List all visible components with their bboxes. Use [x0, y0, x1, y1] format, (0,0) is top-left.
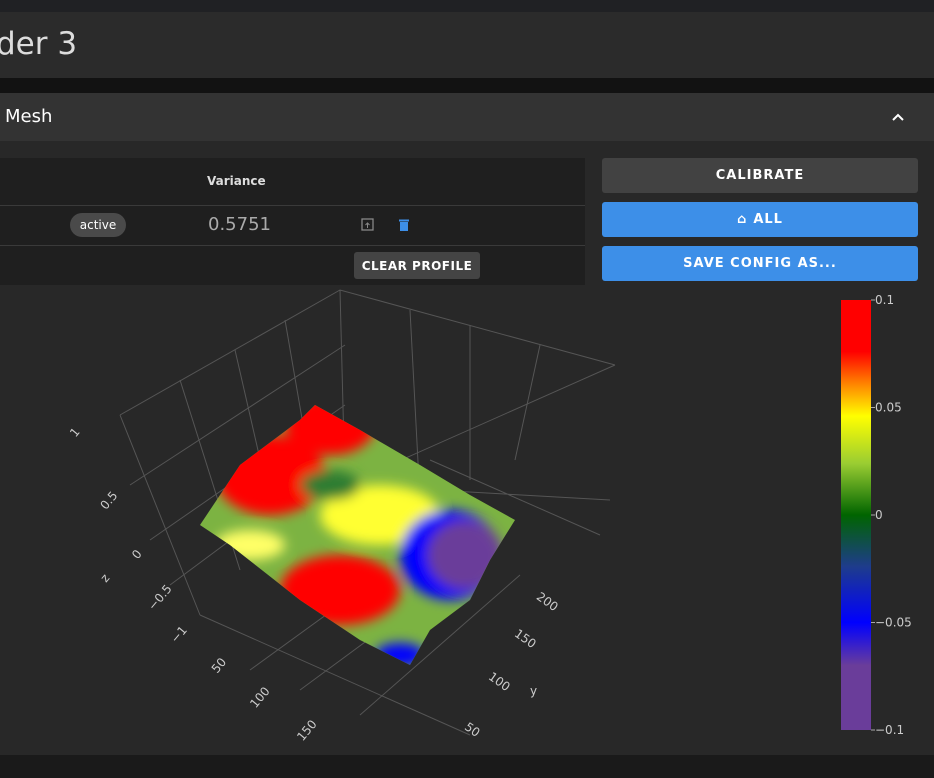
- mesh-plot: 1 0.5 0 −0.5 −1 z 50 100 150 200 150 100 50 y 0.1 0.05 0…: [67, 289, 912, 744]
- calibrate-button[interactable]: CALIBRATE: [602, 158, 918, 193]
- panel-title: Mesh: [5, 106, 53, 127]
- z-tick-label: 0: [129, 547, 145, 562]
- app-header: der 3: [0, 12, 934, 78]
- home-icon: ⌂: [737, 212, 748, 227]
- home-all-button[interactable]: ⌂ ALL: [602, 202, 918, 237]
- footer-strip: [0, 755, 934, 778]
- colorbar-tick-label: −0.05: [875, 616, 912, 630]
- x-tick-label: 150: [294, 717, 319, 744]
- colorbar-tick-label: 0.05: [875, 401, 902, 415]
- z-tick-label: −1: [168, 623, 190, 646]
- x-tick-label: 100: [247, 684, 272, 711]
- colorbar: [841, 300, 871, 730]
- gap: [0, 78, 934, 93]
- profile-table: Variance active 0.5751 CLEAR PROFILE: [0, 158, 585, 285]
- status-chip: active: [70, 213, 126, 237]
- y-tick-label: 100: [486, 669, 513, 694]
- colorbar-tick-label: 0.1: [875, 293, 894, 307]
- divider: [0, 205, 585, 206]
- y-tick-label: 50: [462, 720, 483, 740]
- z-tick-label: −0.5: [145, 582, 174, 613]
- collapse-icon[interactable]: [890, 109, 906, 125]
- y-tick-label: 200: [534, 589, 561, 614]
- load-icon[interactable]: [361, 218, 375, 232]
- z-tick-label: 1: [67, 425, 83, 440]
- column-header: Variance: [207, 174, 266, 188]
- z-tick-label: 0.5: [97, 489, 120, 513]
- colorbar-tick-label: 0: [875, 508, 883, 522]
- y-axis-title: y: [530, 684, 537, 698]
- colorbar-tick-label: −0.1: [875, 723, 904, 737]
- button-label: ALL: [753, 212, 783, 227]
- save-config-button[interactable]: SAVE CONFIG AS...: [602, 246, 918, 281]
- panel-header[interactable]: Mesh: [0, 93, 934, 141]
- y-tick-label: 150: [512, 626, 539, 651]
- clear-profile-button[interactable]: CLEAR PROFILE: [354, 252, 480, 279]
- delete-icon[interactable]: [397, 218, 411, 232]
- z-axis-title: z: [98, 571, 113, 585]
- variance-value: 0.5751: [208, 214, 271, 235]
- divider: [0, 245, 585, 246]
- page-title: der 3: [0, 26, 78, 62]
- browser-bar: [0, 0, 934, 12]
- x-tick-label: 50: [209, 655, 230, 676]
